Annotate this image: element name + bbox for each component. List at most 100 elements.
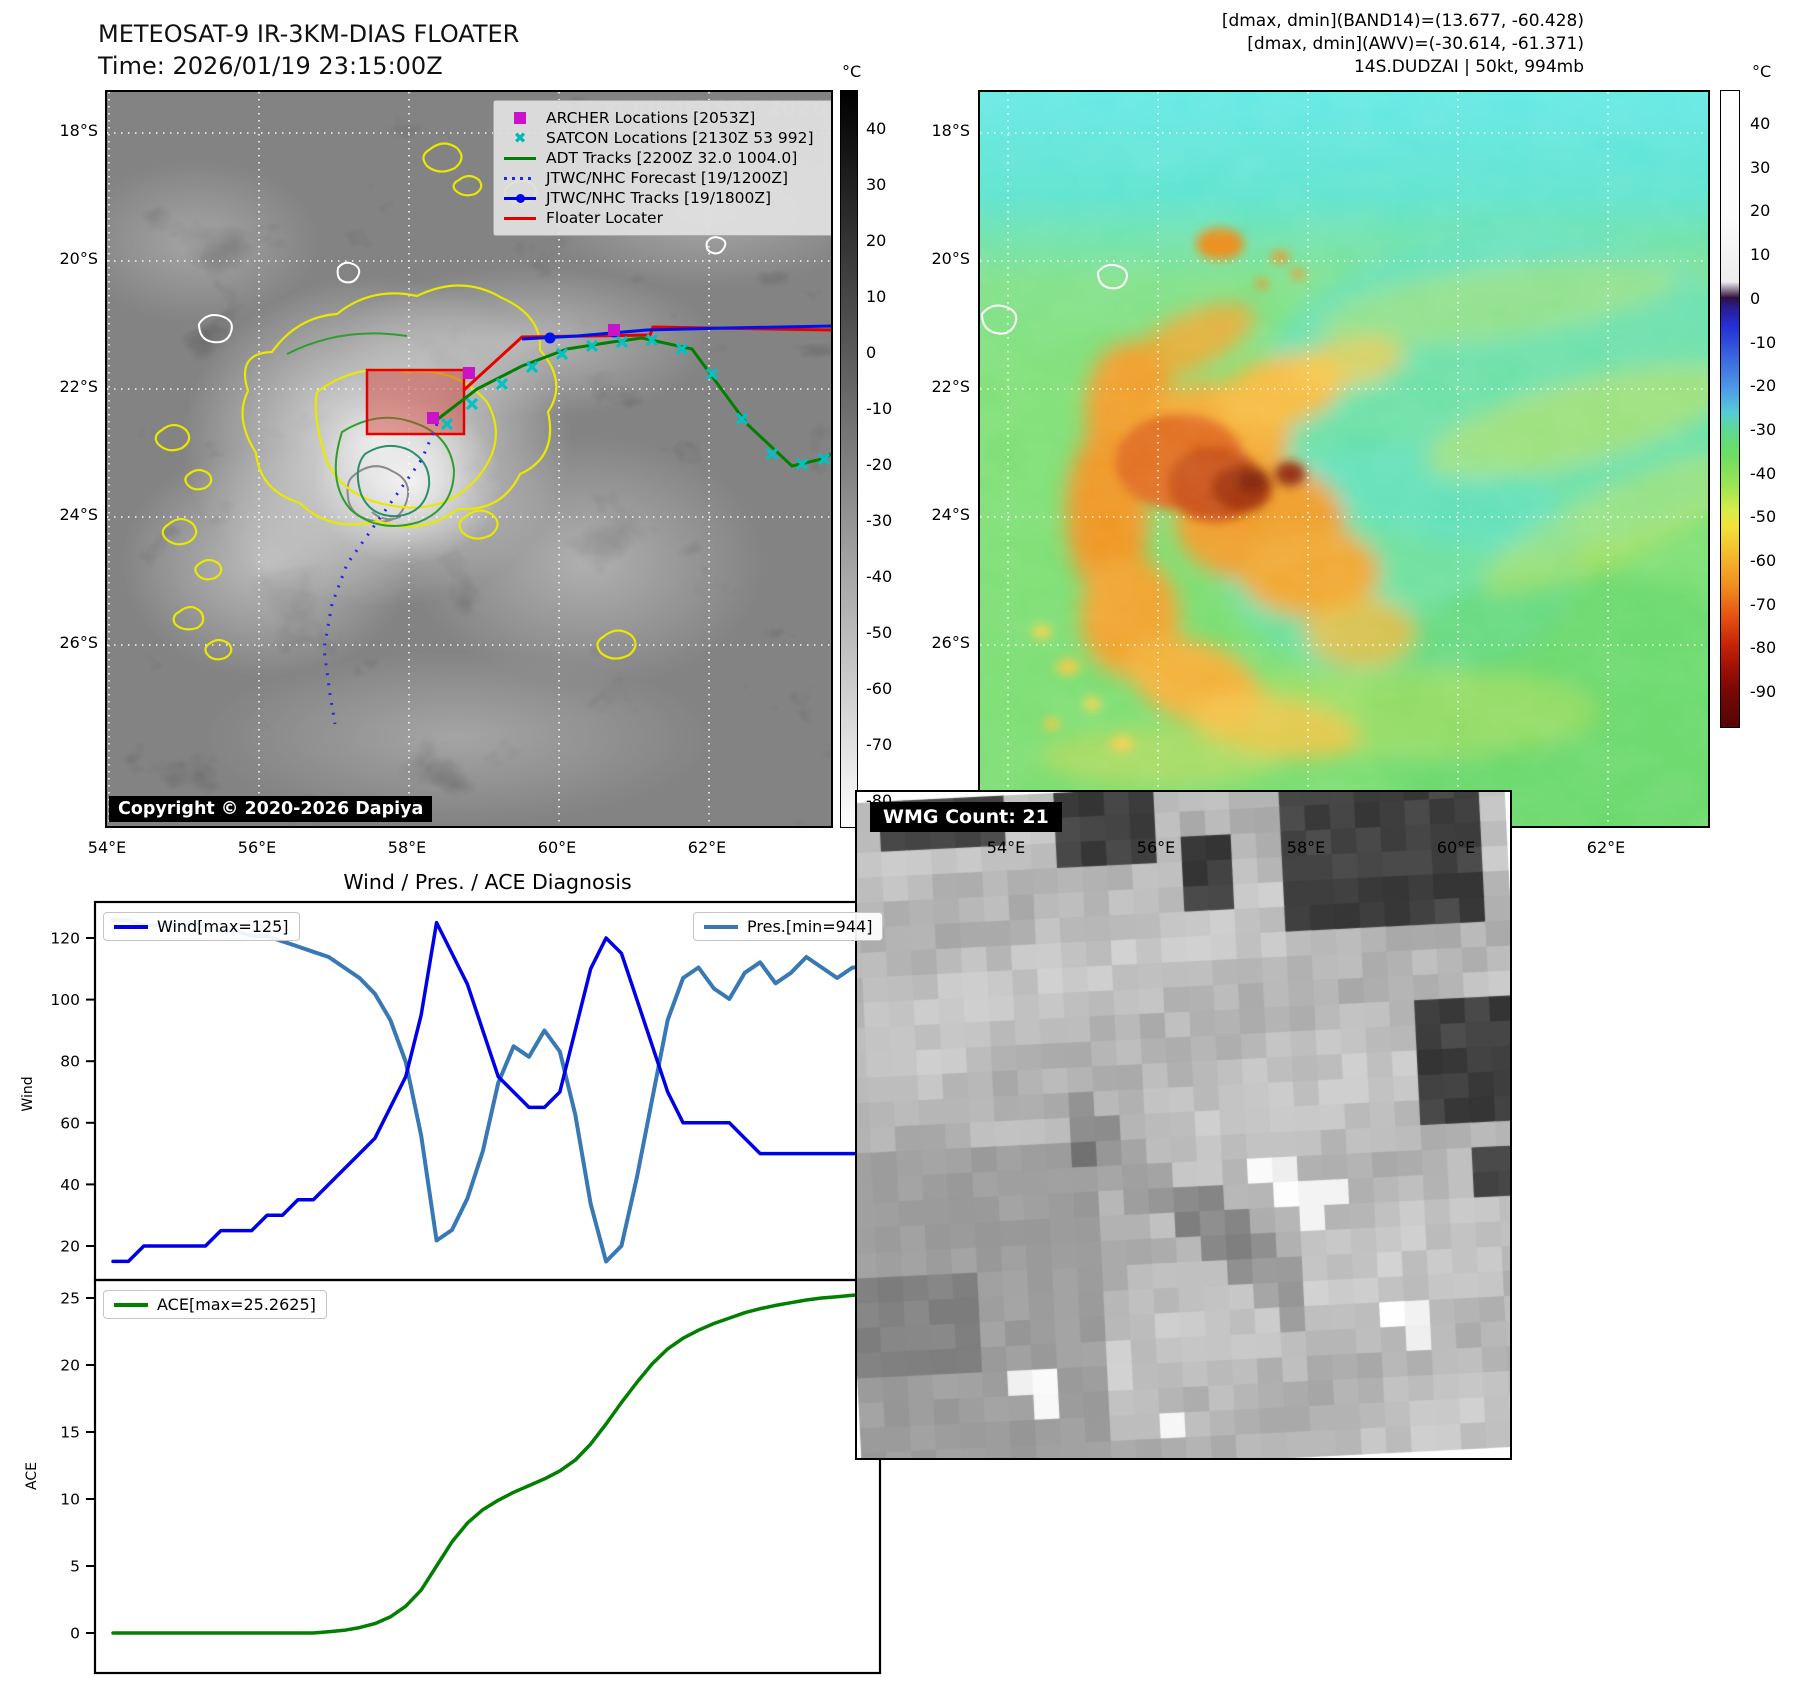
ace-line-icon bbox=[114, 1302, 148, 1307]
awv-lat-tick-label: 18°S bbox=[931, 121, 970, 140]
awv-lon-tick-label: 62°E bbox=[1586, 838, 1626, 857]
page-title: METEOSAT-9 IR-3KM-DIAS FLOATER Time: 202… bbox=[98, 18, 519, 82]
legend-label: ADT Tracks [2200Z 32.0 1004.0] bbox=[546, 149, 798, 167]
awv-lat-tick-label: 26°S bbox=[931, 633, 970, 652]
awv-colorbar-tick-label: -10 bbox=[1750, 332, 1777, 352]
ir-colorbar-tick-label: 20 bbox=[866, 231, 887, 250]
ace-tick-label: 25 bbox=[60, 1290, 80, 1308]
awv-colorbar-tick-label: -40 bbox=[1750, 463, 1777, 483]
island-outlines bbox=[197, 236, 727, 344]
awv-colorbar bbox=[1720, 90, 1740, 728]
ir-colorbar-tick-label: 0 bbox=[866, 343, 877, 362]
wind-tick-label: 20 bbox=[60, 1238, 80, 1256]
ace-legend: ACE[max=25.2625] bbox=[103, 1290, 327, 1319]
legend-item-forecast: JTWC/NHC Forecast [19/1200Z] bbox=[502, 168, 824, 188]
ir-colorbar-tick-label: 30 bbox=[866, 175, 887, 194]
awv-map-panel bbox=[978, 90, 1710, 828]
ace-tick-label: 0 bbox=[70, 1625, 80, 1643]
ir-lon-tick-label: 60°E bbox=[537, 838, 577, 857]
ace-tick-label: 5 bbox=[70, 1558, 80, 1576]
wmg-count-badge: WMG Count: 21 bbox=[870, 802, 1062, 832]
legend-item-archer: ARCHER Locations [2053Z] bbox=[502, 108, 824, 128]
ir-lon-tick-label: 54°E bbox=[87, 838, 127, 857]
legend-item-adt: ADT Tracks [2200Z 32.0 1004.0] bbox=[502, 148, 824, 168]
ace-plot-border bbox=[93, 1278, 882, 1675]
ir-colorbar-tick-label: -70 bbox=[866, 735, 893, 754]
ir-colorbar-tick-label: -30 bbox=[866, 511, 893, 530]
ace-tick-label: 10 bbox=[60, 1491, 80, 1509]
ir-lat-tick-label: 20°S bbox=[59, 249, 98, 268]
wind-plot-border bbox=[93, 900, 882, 1282]
archer-markers bbox=[427, 324, 620, 424]
storm-id: 14S.DUDZAI | 50kt, 994mb bbox=[1353, 57, 1584, 77]
diagnosis-chart: 1201008060402010101000990980970960950252… bbox=[20, 900, 950, 1675]
band14-stats: [dmax, dmin](BAND14)=(13.677, -60.428) bbox=[1221, 11, 1584, 31]
awv-colorbar-unit: °C bbox=[1752, 62, 1772, 81]
awv-colorbar-tick-label: -90 bbox=[1750, 682, 1777, 702]
ir-colorbar-tick-label: -50 bbox=[866, 623, 893, 642]
ir-lon-tick-label: 56°E bbox=[237, 838, 277, 857]
jtwc-line-circle-icon bbox=[502, 190, 538, 206]
wind-tick-label: 120 bbox=[50, 930, 80, 948]
pressure-line-icon bbox=[704, 924, 738, 929]
copyright-badge: Copyright © 2020-2026 Dapiya bbox=[109, 796, 433, 822]
wind-legend: Wind[max=125] bbox=[103, 912, 300, 941]
awv-colorbar-tick-label: -70 bbox=[1750, 594, 1777, 614]
wind-tick-label: 80 bbox=[60, 1053, 80, 1071]
wind-line bbox=[111, 920, 870, 1264]
awv-colorbar-tick-label: -80 bbox=[1750, 638, 1777, 658]
legend-label: Floater Locater bbox=[546, 209, 663, 227]
awv-lat-tick-label: 24°S bbox=[931, 505, 970, 524]
ir-lat-tick-label: 22°S bbox=[59, 377, 98, 396]
ir-lat-tick-label: 18°S bbox=[59, 121, 98, 140]
forecast-dotted-line-icon bbox=[502, 170, 538, 186]
ir-colorbar-tick-label: 40 bbox=[866, 119, 887, 138]
awv-island-outlines bbox=[980, 263, 1128, 335]
ir-colorbar bbox=[840, 90, 858, 828]
pressure-line bbox=[111, 918, 870, 1264]
wind-axis-label: Wind bbox=[20, 1076, 36, 1111]
ace-tick-label: 15 bbox=[60, 1424, 80, 1442]
ir-eye-texture bbox=[346, 465, 410, 523]
awv-colorbar-tick-label: 30 bbox=[1750, 157, 1771, 177]
wind-tick-label: 40 bbox=[60, 1176, 80, 1194]
ir-map-legend: ARCHER Locations [2053Z] ✖ SATCON Locati… bbox=[493, 100, 831, 236]
ir-colorbar-tick-label: -10 bbox=[866, 399, 893, 418]
ir-lon-tick-label: 58°E bbox=[387, 838, 427, 857]
ir-lat-tick-label: 26°S bbox=[59, 633, 98, 652]
wind-legend-label: Wind[max=125] bbox=[157, 917, 289, 936]
pressure-legend-label: Pres.[min=944] bbox=[747, 917, 873, 936]
ace-tick-label: 20 bbox=[60, 1357, 80, 1375]
awv-texture bbox=[980, 92, 1708, 826]
awv-stats: [dmax, dmin](AWV)=(-30.614, -61.371) bbox=[1247, 34, 1584, 54]
awv-map-art bbox=[980, 92, 1708, 826]
ace-line bbox=[111, 1292, 870, 1635]
ir-colorbar-unit: °C bbox=[842, 62, 862, 81]
ace-legend-label: ACE[max=25.2625] bbox=[157, 1295, 316, 1314]
awv-grid bbox=[980, 92, 1708, 826]
awv-colorbar-tick-label: -20 bbox=[1750, 376, 1777, 396]
wmg-image-canvas bbox=[857, 792, 1510, 1458]
ir-colorbar-tick-label: -20 bbox=[866, 455, 893, 474]
ir-lon-tick-label: 62°E bbox=[687, 838, 727, 857]
diagnosis-title: Wind / Pres. / ACE Diagnosis bbox=[343, 870, 632, 894]
satcon-x-icon: ✖ bbox=[513, 129, 527, 147]
convection-contours-green bbox=[286, 332, 456, 527]
ir-colorbar-tick-label: -40 bbox=[866, 567, 893, 586]
satellite-title: METEOSAT-9 IR-3KM-DIAS FLOATER bbox=[98, 20, 520, 48]
convection-contours-teal bbox=[356, 444, 431, 518]
legend-label: JTWC/NHC Tracks [19/1800Z] bbox=[546, 189, 772, 207]
legend-label: SATCON Locations [2130Z 53 992] bbox=[546, 129, 814, 147]
header-stats: [dmax, dmin](BAND14)=(13.677, -60.428) [… bbox=[1222, 10, 1584, 79]
ir-colorbar-tick-label: 10 bbox=[866, 287, 887, 306]
legend-label: JTWC/NHC Forecast [19/1200Z] bbox=[546, 169, 789, 187]
awv-colorbar-tick-label: 10 bbox=[1750, 245, 1771, 265]
ace-axis-label: ACE bbox=[24, 1462, 40, 1490]
awv-colorbar-tick-label: 20 bbox=[1750, 201, 1771, 221]
archer-square-icon bbox=[502, 110, 538, 126]
pressure-legend: Pres.[min=944] bbox=[693, 912, 884, 941]
awv-lat-tick-label: 20°S bbox=[931, 249, 970, 268]
ir-lat-tick-label: 24°S bbox=[59, 505, 98, 524]
satcon-markers bbox=[440, 333, 831, 471]
legend-item-jtwc: JTWC/NHC Tracks [19/1800Z] bbox=[502, 188, 824, 208]
